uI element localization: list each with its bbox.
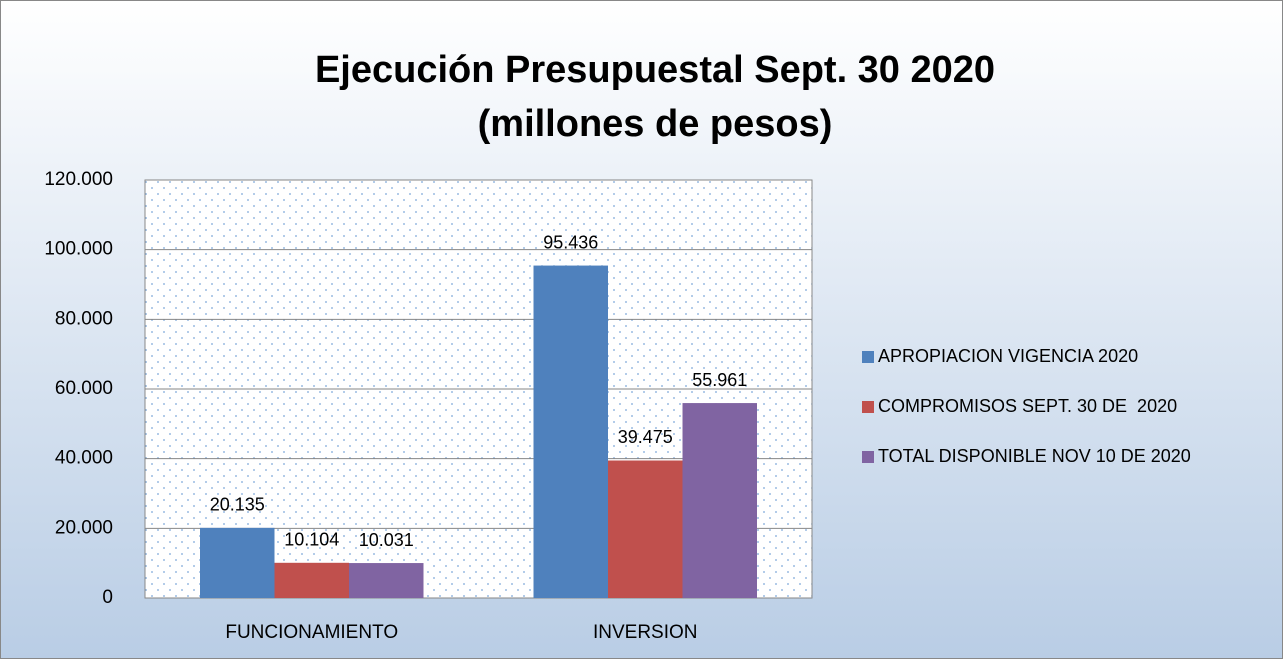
legend-swatch [862, 351, 874, 363]
bar [200, 527, 275, 598]
y-tick-label: 100.000 [44, 239, 113, 260]
data-label: 55.961 [692, 370, 747, 390]
data-label: 39.475 [618, 427, 673, 447]
y-tick-label: 120.000 [44, 169, 113, 190]
bar [274, 562, 349, 598]
y-tick-label: 20.000 [55, 517, 113, 538]
legend-label: APROPIACION VIGENCIA 2020 [878, 346, 1138, 366]
bar [608, 460, 683, 598]
x-tick-label: FUNCIONAMIENTO [225, 622, 398, 643]
bar [682, 403, 757, 598]
y-tick-label: 60.000 [55, 378, 113, 399]
legend-label: TOTAL DISPONIBLE NOV 10 DE 2020 [878, 446, 1191, 466]
legend-swatch [862, 401, 874, 413]
bar [349, 563, 424, 598]
bar [533, 265, 608, 598]
legend-swatch [862, 451, 874, 463]
data-label: 10.031 [359, 530, 414, 550]
data-label: 20.135 [210, 495, 265, 515]
y-tick-label: 0 [102, 587, 113, 608]
x-tick-label: INVERSION [593, 622, 698, 643]
chart-title: Ejecución Presupuestal Sept. 30 2020 [315, 49, 995, 91]
data-label: 95.436 [543, 232, 598, 252]
y-tick-label: 40.000 [55, 448, 113, 469]
y-tick-label: 80.000 [55, 308, 113, 329]
chart-title: (millones de pesos) [478, 103, 833, 145]
legend-label: COMPROMISOS SEPT. 30 DE 2020 [878, 396, 1177, 416]
data-label: 10.104 [284, 530, 339, 550]
